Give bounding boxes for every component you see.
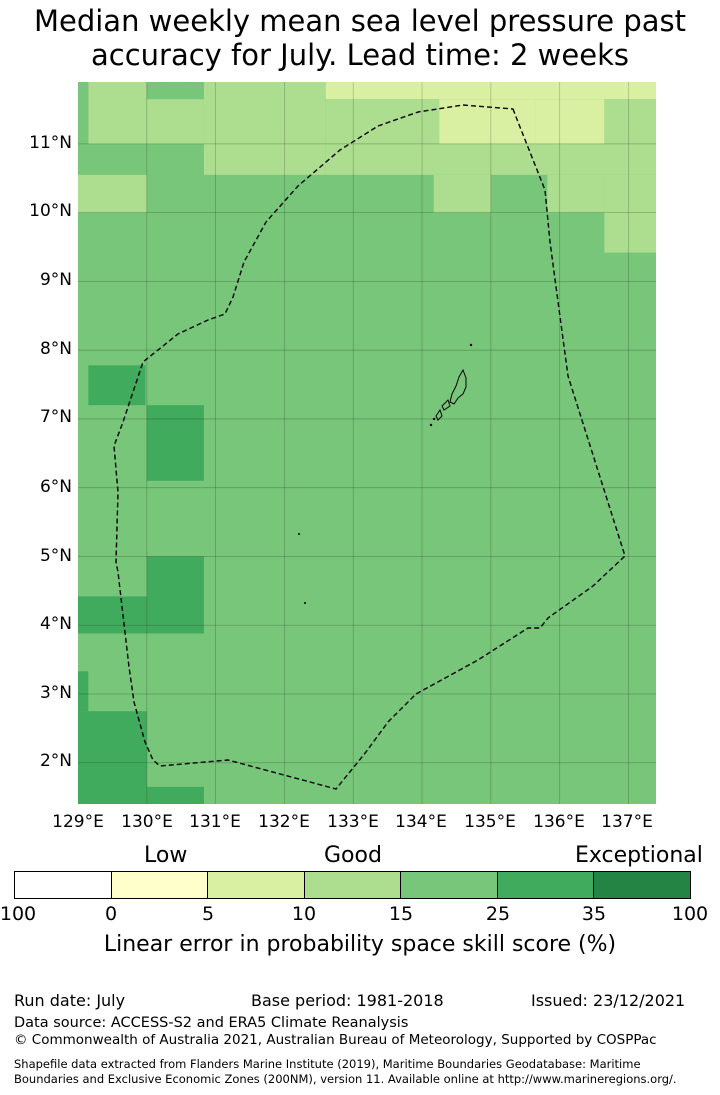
lat-label: 9°N [39, 270, 72, 290]
lon-label: 129°E [52, 812, 104, 832]
title-line-1: Median weekly mean sea level pressure pa… [33, 4, 687, 38]
grid-cell-10-15 [146, 99, 204, 144]
lat-label: 10°N [29, 201, 72, 221]
babeldaob-island [449, 368, 467, 405]
lat-label: 7°N [39, 407, 72, 427]
grid-cell-10-15 [78, 174, 147, 213]
colorbar-label: Linear error in probability space skill … [103, 932, 617, 957]
category-exceptional: Exceptional [575, 843, 703, 868]
colorbar-swatch [497, 872, 595, 898]
grid-cells [78, 82, 656, 804]
colorbar-tick: 35 [581, 903, 607, 925]
grid-cell-25-35 [78, 671, 89, 712]
grid-cell-25-35 [146, 556, 204, 634]
grid-cell-10-15 [203, 143, 326, 175]
colorbar-tick: 25 [485, 903, 511, 925]
colorbar-swatch [15, 872, 112, 898]
peleliu-dot [432, 417, 436, 421]
lat-label: 2°N [39, 751, 72, 771]
lat-label: 5°N [39, 546, 72, 566]
grid-cell-5-10 [535, 99, 605, 144]
lon-label: 137°E [601, 812, 653, 832]
grid-cell-10-15 [604, 174, 656, 213]
grid-cell-25-35 [78, 711, 147, 804]
palau-islands [435, 368, 467, 421]
grid-cell-5-10 [439, 99, 536, 144]
map-title: Median weekly mean sea level pressure pa… [0, 4, 720, 72]
grid-cell-10-15 [325, 143, 656, 175]
colorbar-swatch [208, 872, 305, 898]
grid-cell-5-10 [325, 82, 656, 100]
colorbar-tick: 100 [0, 903, 37, 925]
skill-score-map [78, 82, 656, 804]
angaur-dot [429, 423, 433, 427]
lat-label: 6°N [39, 477, 72, 497]
lon-label: 136°E [533, 812, 585, 832]
map-canvas [78, 82, 656, 804]
grid-cell-10-15 [88, 82, 147, 144]
small-islands [298, 343, 473, 604]
lon-label: 130°E [121, 812, 173, 832]
grid-cell-25-35 [146, 405, 204, 481]
lon-label: 132°E [258, 812, 310, 832]
shapefile-credit-line-2: Boundaries and Exclusive Economic Zones … [14, 1072, 677, 1086]
colorbar-tick: 100 [671, 903, 709, 925]
title-line-2: accuracy for July. Lead time: 2 weeks [91, 38, 629, 72]
category-good: Good [324, 843, 382, 868]
category-low: Low [144, 843, 188, 868]
lat-label: 3°N [39, 683, 72, 703]
lat-label: 11°N [29, 133, 72, 153]
graticule [78, 82, 656, 804]
grid-cell-15-25 [78, 82, 89, 144]
koror-islands [435, 399, 451, 421]
colorbar-swatch [304, 872, 402, 898]
colorbar-swatch [111, 872, 209, 898]
grid-cell-25-35 [78, 596, 147, 634]
data-source: Data source: ACCESS-S2 and ERA5 Climate … [14, 1015, 409, 1031]
copyright: © Commonwealth of Australia 2021, Austra… [14, 1032, 657, 1048]
grid-cell-25-35 [88, 365, 146, 406]
eez-boundary [113, 104, 626, 790]
colorbar-tick: 15 [388, 903, 414, 925]
colorbar-swatch [594, 872, 691, 898]
colorbar [14, 871, 691, 899]
colorbar-swatch [401, 872, 498, 898]
grid-cell-10-15 [547, 174, 605, 213]
colorbar-tick: 5 [201, 903, 215, 925]
grid-cell-10-15 [203, 82, 326, 144]
lat-label: 8°N [39, 339, 72, 359]
run-date: Run date: July [14, 991, 126, 1010]
lon-label: 135°E [464, 812, 516, 832]
pulo-anna-dot [304, 602, 306, 604]
grid-cell-10-15 [604, 212, 656, 253]
grid-cell-10-15 [433, 174, 491, 213]
lon-label: 134°E [395, 812, 447, 832]
shapefile-credit-line-1: Shapefile data extracted from Flanders M… [14, 1057, 641, 1071]
sonsorol-dot [298, 533, 300, 535]
base-period: Base period: 1981-2018 [251, 991, 444, 1010]
lon-label: 131°E [189, 812, 241, 832]
kayangel-dot [469, 343, 473, 347]
grid-cell-25-35 [146, 786, 204, 804]
grid-cell-10-15 [604, 99, 656, 144]
colorbar-tick: 0 [104, 903, 118, 925]
lon-label: 133°E [327, 812, 379, 832]
colorbar-tick: 10 [291, 903, 317, 925]
issued-date: Issued: 23/12/2021 [531, 991, 686, 1010]
grid-cell-10-15 [325, 99, 440, 144]
lat-label: 4°N [39, 614, 72, 634]
grid-cell-15-25 [146, 82, 204, 100]
